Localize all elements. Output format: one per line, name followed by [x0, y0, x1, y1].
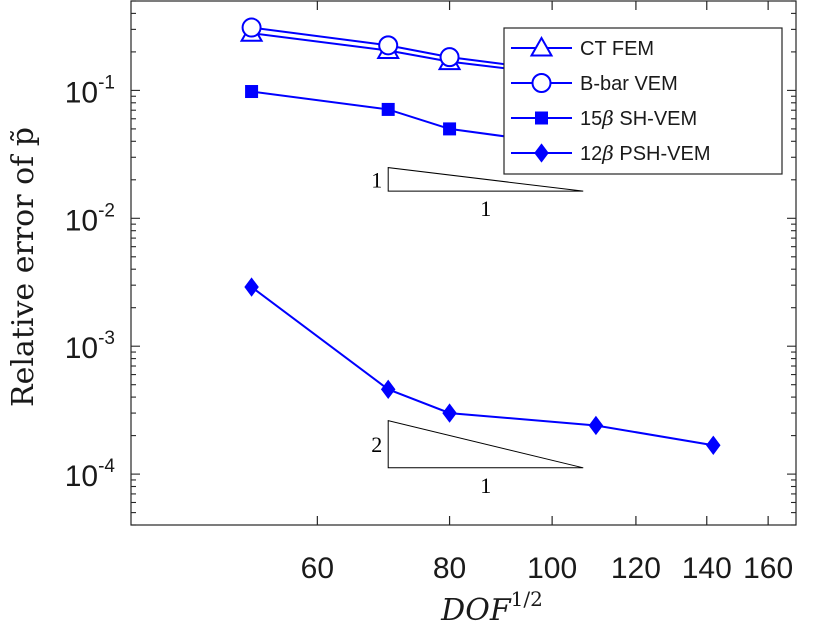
legend-item: B-bar VEM: [511, 73, 678, 95]
series-12-psh-vem: [244, 277, 721, 455]
slope-triangle-shape: [387, 420, 584, 469]
legend-label: B-bar VEM: [580, 73, 678, 95]
y-axis-tick-labels: 10010-110-210-310-4: [65, 72, 116, 493]
y-tick-exponent: -2: [98, 200, 115, 221]
legend-label-prefix: 15: [580, 108, 602, 130]
slope-triangle-shape: [387, 167, 584, 192]
x-axis-title-base: DOF: [440, 593, 512, 628]
y-tick-label: 10-4: [65, 456, 116, 493]
x-tick-label: 140: [682, 552, 732, 585]
legend-label: 15β SH-VEM: [580, 106, 697, 130]
data-point: [439, 47, 460, 68]
data-point: [706, 435, 721, 455]
data-point: [380, 379, 396, 400]
x-axis-ticks: [316, 1, 769, 525]
legend-label-prefix: 12: [580, 143, 602, 165]
y-tick-base: 10: [65, 332, 98, 365]
legend-label-greek: β: [601, 141, 614, 165]
y-tick-exponent: -1: [98, 72, 115, 93]
legend-label-prefix: B-bar VEM: [580, 73, 678, 95]
x-tick-label: 120: [611, 552, 661, 585]
y-tick-label: 10-2: [65, 200, 115, 237]
legend-label-suffix: PSH-VEM: [614, 143, 711, 165]
x-tick-label: 100: [527, 552, 577, 585]
legend-item: CT FEM: [511, 35, 654, 60]
y-tick-exponent: -4: [98, 456, 115, 477]
data-point: [381, 102, 395, 116]
x-axis-title: DOF1/2: [440, 587, 543, 628]
legend-label: CT FEM: [580, 38, 654, 60]
x-tick-label: 80: [433, 552, 466, 585]
legend-item: 12β PSH-VEM: [511, 141, 711, 165]
y-axis-ticks: [131, 0, 796, 526]
x-tick-label: 60: [301, 552, 334, 585]
slope-run-label: 1: [480, 473, 491, 498]
legend-marker: [531, 73, 552, 93]
y-tick-exponent: -3: [98, 328, 115, 349]
legend-item: 15β SH-VEM: [511, 106, 697, 130]
legend-label: 12β PSH-VEM: [580, 141, 711, 165]
x-axis-title-sup: 1/2: [511, 587, 543, 611]
data-point: [378, 35, 399, 56]
y-tick-label: 10-3: [65, 328, 115, 365]
y-tick-base: 10: [65, 204, 98, 237]
data-point: [588, 415, 604, 436]
slope-rise-label: 1: [371, 167, 382, 192]
data-point: [442, 403, 457, 423]
slope-run-label: 1: [480, 196, 491, 221]
y-tick-base: 10: [65, 76, 98, 109]
x-axis-tick-labels: 60 80 100 120 140 160: [301, 552, 794, 585]
legend-label-prefix: CT FEM: [580, 38, 654, 60]
x-tick-label: 160: [743, 552, 793, 585]
data-point: [245, 85, 259, 99]
legend-marker: [535, 111, 548, 125]
data-point: [244, 277, 259, 297]
legend-label-greek: β: [601, 106, 614, 130]
y-tick-base: 10: [65, 460, 98, 493]
y-tick-label: 10-1: [65, 72, 115, 109]
data-point: [443, 122, 457, 136]
legend-marker: [529, 35, 554, 57]
legend-label-suffix: SH-VEM: [614, 108, 697, 130]
slope-rise-label: 2: [371, 432, 382, 457]
data-point: [241, 17, 262, 38]
y-axis-title: Relative error of p̃: [6, 127, 41, 407]
slope-triangle: 11: [371, 167, 584, 221]
slope-triangle: 21: [371, 420, 584, 498]
legend-marker: [534, 143, 549, 163]
